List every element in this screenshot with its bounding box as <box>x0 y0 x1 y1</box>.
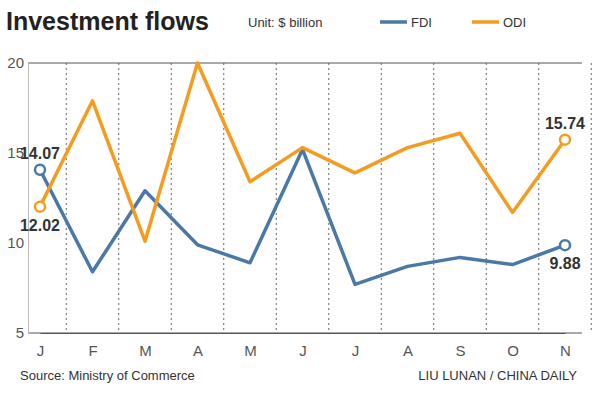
y-tick-label: 20 <box>7 54 24 71</box>
subtitle: Unit: $ billion <box>248 15 322 30</box>
y-tick: 10 <box>7 234 28 251</box>
grid-line <box>223 63 224 333</box>
grid-line <box>66 63 67 333</box>
x-tick-label: O <box>507 342 519 359</box>
grid-line <box>538 63 539 333</box>
x-tick: N <box>560 333 571 359</box>
y-tick: 20 <box>7 54 28 71</box>
data-label: 15.74 <box>545 115 585 132</box>
x-tick-label: J <box>299 342 307 359</box>
x-tick: S <box>455 333 465 359</box>
x-tick-label: A <box>403 342 413 359</box>
point-marker <box>35 202 45 212</box>
y-tick-label: 5 <box>16 324 24 341</box>
x-tick-label: J <box>37 342 45 359</box>
legend-item: ODI <box>472 15 526 30</box>
y-tick: 5 <box>16 324 28 341</box>
x-tick-label: M <box>139 342 152 359</box>
x-tick: M <box>139 333 152 359</box>
legend-swatch <box>472 20 499 24</box>
grid-line <box>171 63 172 333</box>
x-tick-label: S <box>455 342 465 359</box>
x-tick: A <box>193 333 203 359</box>
point-marker <box>560 135 570 145</box>
x-axis: JFMAMJJASON <box>37 333 571 359</box>
x-tick-label: F <box>88 342 97 359</box>
data-labels: 14.07 9.88 12.02 15.74 <box>20 115 585 272</box>
y-axis-line <box>28 64 29 334</box>
x-tick: F <box>88 333 97 359</box>
point-marker <box>35 165 45 175</box>
x-tick-label: M <box>244 342 257 359</box>
legend-label: FDI <box>411 15 432 30</box>
grid-line <box>328 63 329 333</box>
x-tick-label: J <box>352 342 360 359</box>
legend-item: FDI <box>380 15 432 30</box>
x-axis-line <box>41 333 566 334</box>
x-tick: O <box>507 333 519 359</box>
frame-line <box>28 333 582 334</box>
x-tick: J <box>37 333 45 359</box>
x-tick: J <box>352 333 360 359</box>
x-tick: A <box>403 333 413 359</box>
data-label: 14.07 <box>20 145 60 162</box>
x-tick-label: N <box>560 342 571 359</box>
y-tick-label: 10 <box>7 234 24 251</box>
grid-line <box>433 63 434 333</box>
grid-line <box>118 63 119 333</box>
legend-label: ODI <box>503 15 526 30</box>
series-line <box>40 63 565 241</box>
x-tick: M <box>244 333 257 359</box>
grid-line <box>591 63 592 333</box>
source: Source: Ministry of Commerce <box>20 368 195 383</box>
legend-swatch <box>380 20 407 24</box>
credit: LIU LUNAN / CHINA DAILY <box>418 368 577 383</box>
x-tick-label: A <box>193 342 203 359</box>
grid-line <box>276 63 277 333</box>
data-label: 12.02 <box>20 217 60 234</box>
plot-area <box>35 63 570 284</box>
grid-line <box>381 63 382 333</box>
y-axis: 5101520 <box>7 54 28 341</box>
grid-line <box>486 63 487 333</box>
frame-line <box>28 63 582 64</box>
grid <box>66 63 591 333</box>
point-marker <box>560 240 570 250</box>
chart: Investment flows Unit: $ billion FDI ODI 5 10… <box>0 0 600 397</box>
x-tick: J <box>299 333 307 359</box>
title: Investment flows <box>6 7 209 35</box>
data-label: 9.88 <box>549 255 580 272</box>
